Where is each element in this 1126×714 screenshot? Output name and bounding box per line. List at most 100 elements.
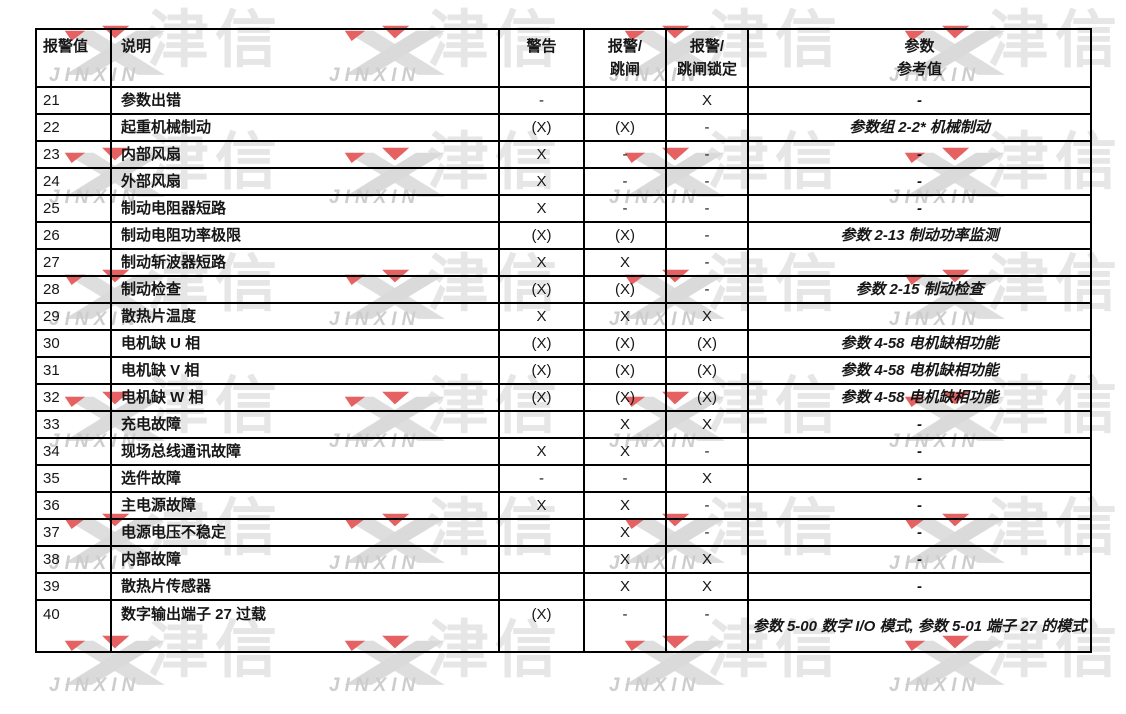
- reference-cell: -: [747, 86, 1092, 115]
- trip-lock-cell: (X): [665, 383, 749, 412]
- description-cell: 制动电阻功率极限: [110, 221, 500, 250]
- table-row: 27 制动斩波器短路 X X -: [35, 248, 1092, 277]
- code-cell: 37: [35, 518, 112, 547]
- warning-cell: X: [498, 140, 585, 169]
- alarm-trip-cell: (X): [583, 275, 667, 304]
- alarm-trip-cell: (X): [583, 221, 667, 250]
- warning-cell: -: [498, 464, 585, 493]
- warning-cell: (X): [498, 356, 585, 385]
- description-cell: 电源电压不稳定: [110, 518, 500, 547]
- code-cell: 36: [35, 491, 112, 520]
- table-row: 30 电机缺 U 相 (X) (X) (X) 参数 4-58 电机缺相功能: [35, 329, 1092, 358]
- column-header-line: 报警/: [689, 38, 725, 55]
- code-cell: 21: [35, 86, 112, 115]
- table-row: 39 散热片传感器 X X -: [35, 572, 1092, 601]
- table-row: 34 现场总线通讯故障 X X - -: [35, 437, 1092, 466]
- warning-cell: (X): [498, 383, 585, 412]
- column-header: 报警/跳闸锁定: [665, 28, 749, 88]
- table-row: 32 电机缺 W 相 (X) (X) (X) 参数 4-58 电机缺相功能: [35, 383, 1092, 412]
- alarm-trip-cell: (X): [583, 356, 667, 385]
- code-cell: 26: [35, 221, 112, 250]
- description-cell: 现场总线通讯故障: [110, 437, 500, 466]
- description-cell: 选件故障: [110, 464, 500, 493]
- column-header-line: 报警/: [607, 38, 643, 55]
- warning-cell: -: [498, 86, 585, 115]
- code-cell: 35: [35, 464, 112, 493]
- reference-cell: [747, 248, 1092, 277]
- code-cell: 30: [35, 329, 112, 358]
- watermark-en-text: JINXIN: [609, 675, 701, 696]
- reference-cell: -: [747, 491, 1092, 520]
- alarm-trip-cell: X: [583, 545, 667, 574]
- reference-cell: 参数 4-58 电机缺相功能: [747, 329, 1092, 358]
- table-row: 28 制动检查 (X) (X) - 参数 2-15 制动检查: [35, 275, 1092, 304]
- reference-cell: -: [747, 194, 1092, 223]
- warning-cell: (X): [498, 329, 585, 358]
- table-row: 24 外部风扇 X - - -: [35, 167, 1092, 196]
- warning-cell: (X): [498, 113, 585, 142]
- watermark-en-text: JINXIN: [889, 675, 981, 696]
- description-cell: 电机缺 U 相: [110, 329, 500, 358]
- alarm-trip-cell: -: [583, 464, 667, 493]
- alarm-trip-cell: (X): [583, 383, 667, 412]
- code-cell: 31: [35, 356, 112, 385]
- code-cell: 24: [35, 167, 112, 196]
- code-cell: 27: [35, 248, 112, 277]
- warning-cell: [498, 518, 585, 547]
- description-cell: 充电故障: [110, 410, 500, 439]
- alarm-trip-cell: X: [583, 437, 667, 466]
- description-cell: 起重机械制动: [110, 113, 500, 142]
- description-cell: 制动斩波器短路: [110, 248, 500, 277]
- table-row: 36 主电源故障 X X - -: [35, 491, 1092, 520]
- trip-lock-cell: (X): [665, 356, 749, 385]
- table-row: 35 选件故障 - - X -: [35, 464, 1092, 493]
- alarm-trip-cell: -: [583, 167, 667, 196]
- description-cell: 主电源故障: [110, 491, 500, 520]
- table-row: 38 内部故障 X X -: [35, 545, 1092, 574]
- warning-cell: (X): [498, 599, 585, 653]
- column-header-line: 警告: [526, 38, 557, 55]
- reference-cell: -: [747, 140, 1092, 169]
- table-row: 26 制动电阻功率极限 (X) (X) - 参数 2-13 制动功率监测: [35, 221, 1092, 250]
- trip-lock-cell: X: [665, 545, 749, 574]
- warning-cell: X: [498, 248, 585, 277]
- alarm-table: 报警值 说明 警告 报警/跳闸 报警/跳闸锁定 参数 参考值 21 参数出错 - X -22 起重机械…: [35, 28, 1092, 653]
- alarm-trip-cell: X: [583, 518, 667, 547]
- column-header-line: 参数: [904, 38, 935, 55]
- trip-lock-cell: -: [665, 248, 749, 277]
- alarm-trip-cell: X: [583, 302, 667, 331]
- description-cell: 散热片温度: [110, 302, 500, 331]
- description-cell: 内部风扇: [110, 140, 500, 169]
- description-cell: 内部故障: [110, 545, 500, 574]
- alarm-trip-cell: -: [583, 599, 667, 653]
- reference-cell: 参数 5-00 数字 I/O 模式, 参数 5-01 端子 27 的模式: [747, 599, 1092, 653]
- trip-lock-cell: X: [665, 86, 749, 115]
- column-header-line: 跳闸锁定: [676, 61, 737, 78]
- trip-lock-cell: -: [665, 275, 749, 304]
- description-cell: 电机缺 W 相: [110, 383, 500, 412]
- reference-cell: 参数 2-13 制动功率监测: [747, 221, 1092, 250]
- reference-cell: 参数 4-58 电机缺相功能: [747, 356, 1092, 385]
- description-cell: 电机缺 V 相: [110, 356, 500, 385]
- trip-lock-cell: -: [665, 167, 749, 196]
- warning-cell: [498, 545, 585, 574]
- reference-cell: -: [747, 572, 1092, 601]
- description-cell: 外部风扇: [110, 167, 500, 196]
- column-header: 说明: [110, 28, 500, 88]
- table-row: 37 电源电压不稳定 X - -: [35, 518, 1092, 547]
- column-header: 参数 参考值: [747, 28, 1092, 88]
- alarm-trip-cell: X: [583, 491, 667, 520]
- trip-lock-cell: -: [665, 599, 749, 653]
- trip-lock-cell: -: [665, 221, 749, 250]
- reference-cell: 参数 4-58 电机缺相功能: [747, 383, 1092, 412]
- column-header-line: 跳闸: [609, 61, 640, 78]
- trip-lock-cell: -: [665, 194, 749, 223]
- code-cell: 38: [35, 545, 112, 574]
- trip-lock-cell: X: [665, 410, 749, 439]
- table-row: 31 电机缺 V 相 (X) (X) (X) 参数 4-58 电机缺相功能: [35, 356, 1092, 385]
- warning-cell: (X): [498, 221, 585, 250]
- reference-cell: -: [747, 545, 1092, 574]
- alarm-trip-cell: -: [583, 140, 667, 169]
- table-row: 22 起重机械制动 (X) (X) - 参数组 2-2* 机械制动: [35, 113, 1092, 142]
- table-row: 25 制动电阻器短路 X - - -: [35, 194, 1092, 223]
